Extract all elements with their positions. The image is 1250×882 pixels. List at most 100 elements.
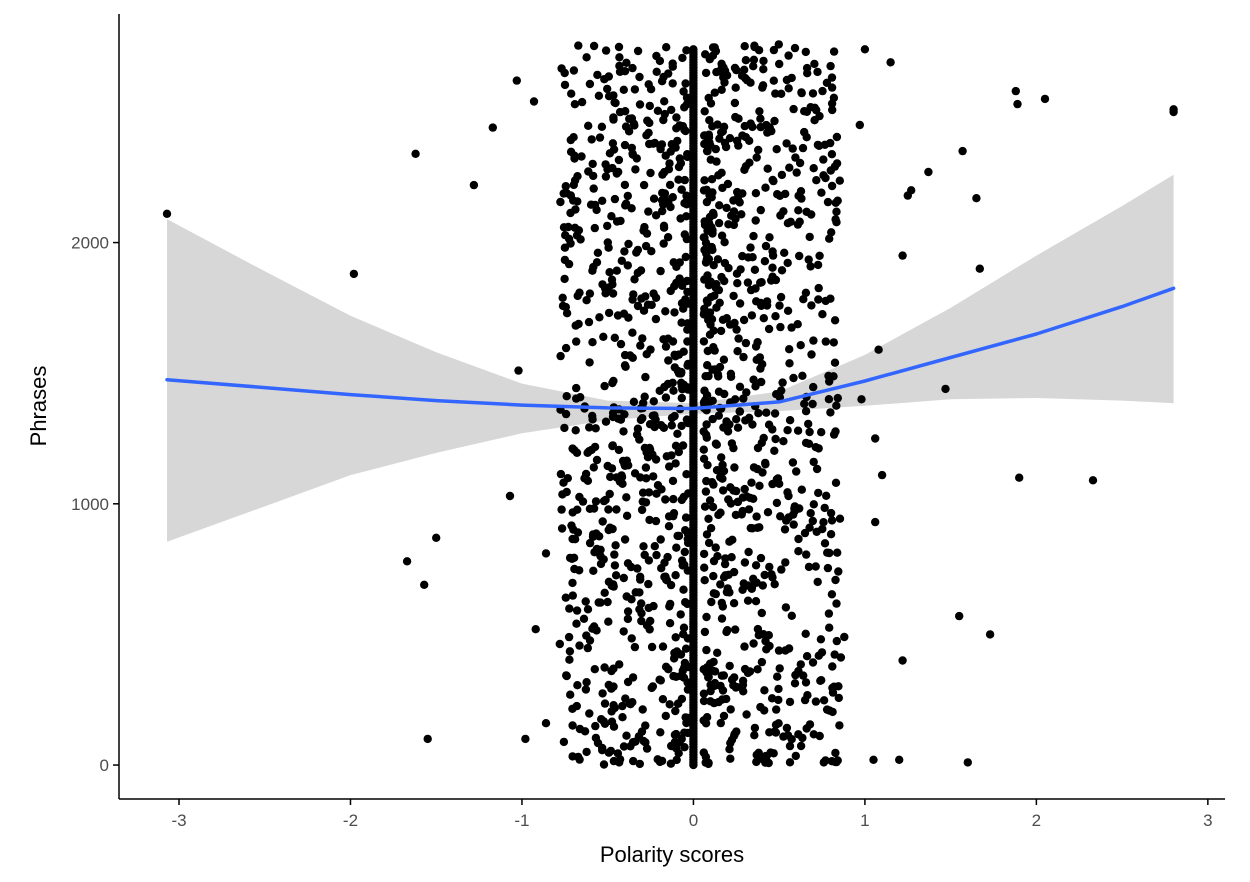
scatter-point bbox=[660, 97, 669, 106]
scatter-point bbox=[619, 627, 628, 636]
scatter-point bbox=[590, 223, 599, 233]
scatter-point bbox=[591, 424, 600, 433]
scatter-point bbox=[681, 252, 690, 262]
scatter-point bbox=[722, 314, 731, 323]
scatter-point bbox=[559, 478, 568, 487]
scatter-point bbox=[589, 171, 598, 181]
scatter-point bbox=[560, 423, 569, 433]
scatter-point bbox=[589, 566, 598, 575]
scatter-point bbox=[630, 85, 640, 94]
scatter-point bbox=[791, 751, 800, 761]
scatter-point bbox=[595, 313, 604, 322]
scatter-point bbox=[759, 433, 768, 443]
scatter-point bbox=[755, 523, 764, 532]
scatter-point bbox=[818, 86, 827, 96]
scatter-point bbox=[749, 61, 758, 71]
scatter-point bbox=[572, 606, 582, 615]
scatter-point bbox=[809, 457, 818, 467]
scatter-point bbox=[596, 551, 605, 561]
scatter-point-outlier bbox=[871, 434, 880, 443]
scatter-point bbox=[598, 689, 607, 698]
scatter-point bbox=[803, 69, 812, 78]
scatter-point bbox=[702, 254, 712, 264]
scatter-point-outlier bbox=[855, 120, 864, 130]
scatter-point bbox=[660, 192, 669, 201]
scatter-point bbox=[711, 144, 720, 154]
scatter-point bbox=[763, 508, 773, 517]
scatter-point bbox=[782, 139, 791, 148]
scatter-point bbox=[703, 271, 712, 280]
scatter-point bbox=[680, 175, 689, 185]
scatter-point bbox=[785, 758, 795, 767]
scatter-point bbox=[727, 553, 736, 562]
scatter-point bbox=[811, 697, 821, 706]
scatter-point bbox=[572, 448, 582, 457]
scatter-point bbox=[682, 415, 692, 424]
scatter-point bbox=[629, 397, 639, 406]
scatter-point bbox=[679, 304, 688, 313]
smooth-line-layer bbox=[165, 286, 1176, 411]
scatter-point bbox=[714, 697, 723, 707]
x-tick-label: -2 bbox=[343, 811, 358, 830]
scatter-point bbox=[750, 723, 760, 733]
scatter-point bbox=[749, 463, 759, 472]
scatter-point bbox=[665, 700, 674, 709]
scatter-point bbox=[819, 696, 829, 705]
scatter-point bbox=[756, 114, 765, 123]
scatter-point bbox=[585, 358, 594, 367]
scatter-point bbox=[822, 705, 832, 714]
scatter-point bbox=[737, 210, 746, 219]
scatter-point bbox=[748, 122, 757, 132]
scatter-point bbox=[808, 89, 818, 98]
scatter-point bbox=[707, 175, 717, 184]
scatter-point bbox=[620, 535, 630, 544]
scatter-point bbox=[831, 748, 840, 758]
scatter-point bbox=[699, 445, 708, 454]
scatter-point bbox=[618, 713, 627, 722]
scatter-point bbox=[826, 166, 835, 175]
scatter-point bbox=[557, 524, 567, 533]
scatter-point bbox=[651, 455, 661, 464]
scatter-point bbox=[568, 704, 577, 713]
scatter-point bbox=[794, 547, 803, 556]
scatter-point bbox=[703, 460, 712, 470]
scatter-point bbox=[639, 180, 649, 190]
scatter-point bbox=[709, 261, 718, 270]
scatter-point bbox=[622, 731, 631, 740]
scatter-point bbox=[641, 498, 651, 507]
scatter-point bbox=[740, 484, 749, 494]
scatter-point bbox=[738, 585, 747, 594]
scatter-point bbox=[610, 194, 620, 204]
scatter-point bbox=[639, 398, 648, 408]
scatter-point-outlier bbox=[469, 180, 479, 190]
scatter-point bbox=[782, 723, 792, 733]
scatter-point bbox=[601, 495, 610, 505]
scatter-point bbox=[755, 107, 764, 116]
scatter-point bbox=[699, 337, 709, 346]
scatter-point bbox=[774, 646, 784, 655]
scatter-point bbox=[825, 623, 834, 632]
scatter-point bbox=[584, 317, 594, 327]
scatter-point bbox=[587, 135, 596, 144]
scatter-point bbox=[675, 258, 684, 267]
scatter-point bbox=[582, 296, 591, 305]
scatter-point bbox=[577, 97, 587, 107]
scatter-point bbox=[729, 220, 739, 230]
scatter-point bbox=[627, 204, 636, 213]
scatter-point bbox=[623, 559, 633, 568]
scatter-point bbox=[827, 150, 837, 159]
scatter-point bbox=[620, 247, 629, 256]
scatter-point bbox=[770, 727, 779, 736]
scatter-point bbox=[828, 683, 837, 693]
scatter-point bbox=[676, 610, 685, 619]
scatter-point bbox=[719, 355, 729, 364]
scatter-point-outlier bbox=[871, 517, 880, 527]
scatter-point bbox=[627, 143, 636, 153]
scatter-point bbox=[637, 727, 647, 736]
scatter-point bbox=[796, 741, 806, 751]
scatter-point bbox=[753, 443, 763, 453]
scatter-point bbox=[638, 488, 648, 497]
scatter-point bbox=[813, 260, 823, 270]
scatter-point bbox=[591, 497, 601, 506]
scatter-point bbox=[764, 324, 774, 334]
